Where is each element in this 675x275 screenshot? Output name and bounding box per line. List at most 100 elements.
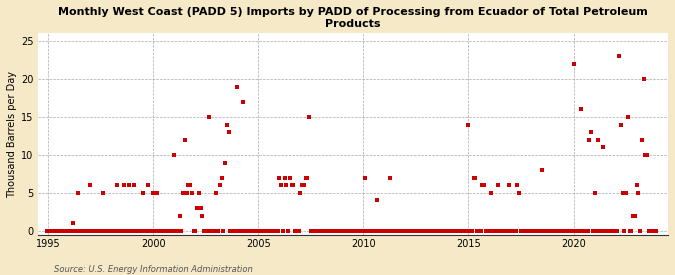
Point [195, 206, 206, 210]
Point [315, 229, 325, 233]
Point [412, 229, 423, 233]
Point [43, 229, 54, 233]
Point [596, 229, 607, 233]
Point [564, 229, 575, 233]
Point [409, 229, 420, 233]
Point [642, 153, 653, 157]
Point [230, 229, 241, 233]
Point [327, 229, 338, 233]
Point [507, 229, 518, 233]
Point [496, 229, 507, 233]
Point [253, 229, 264, 233]
Point [360, 175, 371, 180]
Point [132, 229, 143, 233]
Point [174, 213, 185, 218]
Point [631, 183, 642, 188]
Point [624, 229, 635, 233]
Point [504, 183, 514, 188]
Point [477, 183, 488, 188]
Point [73, 191, 84, 195]
Point [383, 229, 394, 233]
Point [297, 183, 308, 188]
Point [78, 229, 88, 233]
Point [218, 229, 229, 233]
Point [159, 229, 169, 233]
Point [74, 229, 85, 233]
Point [171, 229, 182, 233]
Point [92, 229, 103, 233]
Point [234, 229, 244, 233]
Point [293, 229, 304, 233]
Point [349, 229, 360, 233]
Point [221, 122, 232, 127]
Point [309, 229, 320, 233]
Point [295, 191, 306, 195]
Point [369, 229, 379, 233]
Point [223, 130, 234, 134]
Point [617, 191, 628, 195]
Point [213, 229, 223, 233]
Point [402, 229, 412, 233]
Point [608, 229, 619, 233]
Point [129, 183, 140, 188]
Point [328, 229, 339, 233]
Point [414, 229, 425, 233]
Point [543, 229, 554, 233]
Point [371, 229, 381, 233]
Point [481, 229, 491, 233]
Point [351, 229, 362, 233]
Point [508, 229, 519, 233]
Point [94, 229, 105, 233]
Point [519, 229, 530, 233]
Point [540, 229, 551, 233]
Point [204, 115, 215, 119]
Point [279, 175, 290, 180]
Point [521, 229, 532, 233]
Point [568, 62, 579, 66]
Point [452, 229, 463, 233]
Point [379, 229, 390, 233]
Point [318, 229, 329, 233]
Point [554, 229, 565, 233]
Point [198, 229, 209, 233]
Point [582, 229, 593, 233]
Point [524, 229, 535, 233]
Point [348, 229, 358, 233]
Point [183, 183, 194, 188]
Point [85, 183, 96, 188]
Point [634, 229, 645, 233]
Point [331, 229, 342, 233]
Point [365, 229, 376, 233]
Point [220, 160, 231, 165]
Point [395, 229, 406, 233]
Point [274, 175, 285, 180]
Point [545, 229, 556, 233]
Point [578, 229, 589, 233]
Point [237, 100, 248, 104]
Point [354, 229, 365, 233]
Point [160, 229, 171, 233]
Point [120, 229, 131, 233]
Point [472, 229, 483, 233]
Point [591, 229, 601, 233]
Point [437, 229, 448, 233]
Point [637, 138, 647, 142]
Point [286, 183, 297, 188]
Point [53, 229, 64, 233]
Point [340, 229, 351, 233]
Point [323, 229, 334, 233]
Point [262, 229, 273, 233]
Point [109, 229, 120, 233]
Point [456, 229, 467, 233]
Point [313, 229, 323, 233]
Point [116, 229, 127, 233]
Point [419, 229, 430, 233]
Point [377, 229, 388, 233]
Point [178, 191, 188, 195]
Point [141, 229, 152, 233]
Point [47, 229, 57, 233]
Point [259, 229, 269, 233]
Point [410, 229, 421, 233]
Point [549, 229, 560, 233]
Point [80, 229, 90, 233]
